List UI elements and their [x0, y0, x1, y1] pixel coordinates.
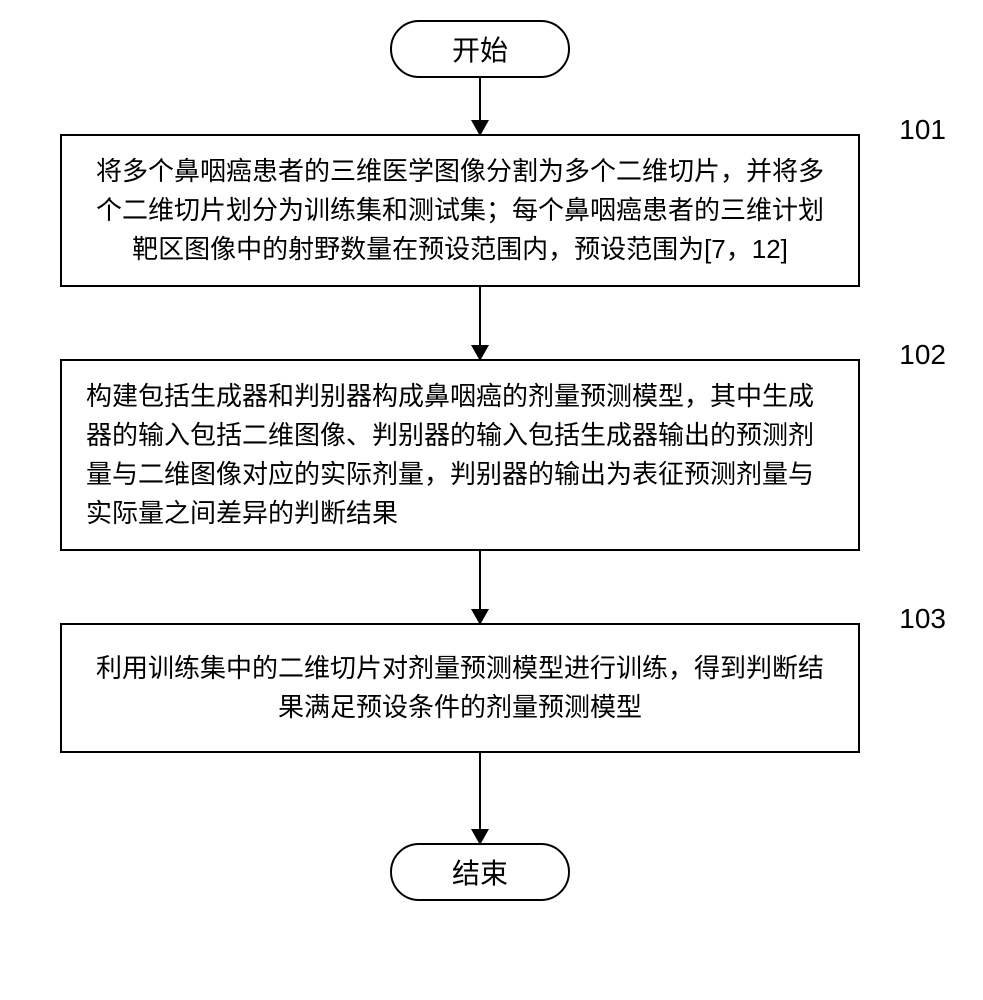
step-102-wrapper: 构建包括生成器和判别器构成鼻咽癌的剂量预测模型，其中生成器的输入包括二维图像、判… — [60, 359, 900, 551]
step-103-text: 利用训练集中的二维切片对剂量预测模型进行训练，得到判断结果满足预设条件的剂量预测… — [96, 653, 824, 722]
step-101-label: 101 — [899, 114, 946, 146]
start-terminal: 开始 — [390, 20, 570, 78]
step-101-wrapper: 将多个鼻咽癌患者的三维医学图像分割为多个二维切片，并将多个二维切片划分为训练集和… — [60, 134, 900, 287]
step-103-wrapper: 利用训练集中的二维切片对剂量预测模型进行训练，得到判断结果满足预设条件的剂量预测… — [60, 623, 900, 753]
step-101-box: 将多个鼻咽癌患者的三维医学图像分割为多个二维切片，并将多个二维切片划分为训练集和… — [60, 134, 860, 287]
step-103-label: 103 — [899, 603, 946, 635]
step-103-box: 利用训练集中的二维切片对剂量预测模型进行训练，得到判断结果满足预设条件的剂量预测… — [60, 623, 860, 753]
flowchart-container: 开始 将多个鼻咽癌患者的三维医学图像分割为多个二维切片，并将多个二维切片划分为训… — [60, 20, 900, 901]
end-text: 结束 — [452, 852, 508, 892]
arrow-1 — [60, 78, 900, 134]
start-text: 开始 — [452, 29, 508, 69]
step-102-label: 102 — [899, 339, 946, 371]
step-102-text: 构建包括生成器和判别器构成鼻咽癌的剂量预测模型，其中生成器的输入包括二维图像、判… — [86, 381, 814, 528]
step-101-text: 将多个鼻咽癌患者的三维医学图像分割为多个二维切片，并将多个二维切片划分为训练集和… — [96, 156, 824, 264]
arrow-4 — [60, 753, 900, 843]
arrow-3 — [60, 551, 900, 623]
end-terminal: 结束 — [390, 843, 570, 901]
arrow-2 — [60, 287, 900, 359]
step-102-box: 构建包括生成器和判别器构成鼻咽癌的剂量预测模型，其中生成器的输入包括二维图像、判… — [60, 359, 860, 551]
